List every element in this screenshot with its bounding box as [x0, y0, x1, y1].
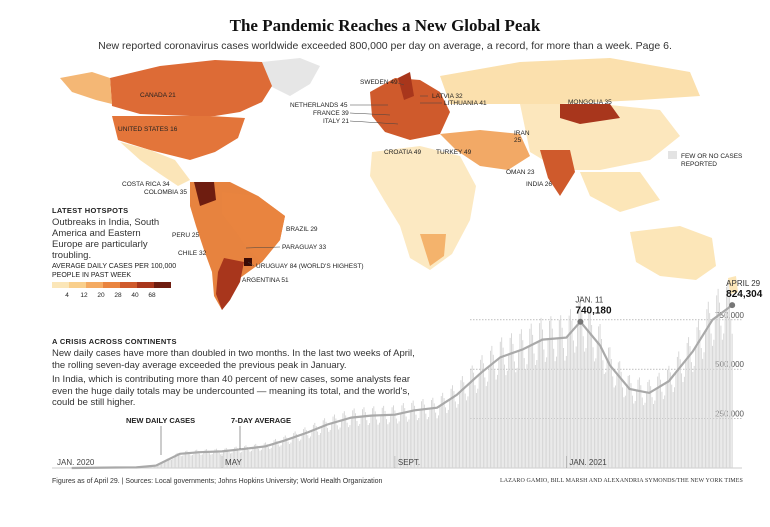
map-usa: [112, 116, 245, 160]
map-africa: [370, 146, 476, 270]
no-data-swatch: [668, 151, 677, 159]
label-iran: IRAN: [514, 130, 530, 137]
label-lithuania: LITHUANIA 41: [444, 100, 487, 107]
no-data-label-1: FEW OR NO CASES: [681, 153, 743, 160]
legend-swatch: [69, 282, 86, 288]
map-alaska: [60, 72, 112, 104]
map-europe: [370, 78, 450, 140]
legend-swatch: [103, 282, 120, 288]
map-canada: [110, 60, 272, 116]
label-croatia: CROATIA 49: [384, 149, 421, 156]
map-sweden: [398, 72, 414, 100]
legend-swatch: [137, 282, 154, 288]
label-chile: CHILE 32: [178, 250, 207, 257]
no-data-label-2: REPORTED: [681, 161, 717, 168]
label-sweden: SWEDEN 49: [360, 79, 398, 86]
y-tick-label: 750,000: [715, 311, 744, 320]
hotspots-text: Outbreaks in India, South America and Ea…: [52, 217, 160, 261]
label-peru: PERU 25: [172, 232, 199, 239]
label-italy: ITALY 21: [323, 118, 349, 125]
map-labels: CANADA 21 UNITED STATES 16 SWEDEN 49 LAT…: [118, 79, 612, 284]
peak-date-label: JAN. 11: [575, 296, 603, 305]
daily-bars: [114, 280, 733, 468]
x-tick-label: MAY: [225, 458, 242, 467]
map-greenland: [262, 58, 320, 96]
map-southeast-asia: [580, 172, 660, 212]
crisis-paragraph-2: In India, which is contributing more tha…: [52, 374, 411, 408]
peak-value-label: 740,180: [575, 306, 612, 317]
map-middle-east: [440, 130, 530, 170]
label-turkey: TURKEY 49: [436, 149, 472, 156]
label-united-states: UNITED STATES 16: [118, 126, 178, 133]
x-tick-label: JAN. 2021: [569, 458, 607, 467]
color-legend: 4 12 20 28 40 68: [52, 282, 171, 299]
label-canada: CANADA 21: [140, 92, 176, 99]
series-label-daily: NEW DAILY CASES: [126, 416, 195, 425]
label-france: FRANCE 39: [313, 110, 349, 117]
legend-swatch: [52, 282, 69, 288]
hotspots-title: LATEST HOTSPOTS: [52, 206, 129, 215]
legend-swatch: [154, 282, 171, 288]
map-australia: [630, 226, 716, 280]
x-tick-label: JAN. 2020: [57, 458, 95, 467]
map-mongolia: [560, 104, 620, 124]
legend-tick: 28: [114, 292, 122, 299]
label-paraguay: PARAGUAY 33: [282, 244, 326, 251]
label-brazil: BRAZIL 29: [286, 226, 318, 233]
chart-area: 250,000500,000750,000 JAN. 2020MAYSEPT.J…: [52, 279, 763, 470]
label-oman: OMAN 23: [506, 169, 535, 176]
label-costa-rica: COSTA RICA 34: [122, 181, 170, 188]
map-argentina: [216, 258, 244, 310]
legend-tick: 12: [80, 292, 88, 299]
peak-marker: [729, 302, 736, 309]
legend-tick: 20: [97, 292, 105, 299]
page-title: The Pandemic Reaches a New Global Peak: [229, 16, 541, 35]
y-tick-label: 500,000: [715, 360, 744, 369]
map-colombia: [194, 182, 216, 206]
label-argentina: ARGENTINA 51: [242, 277, 289, 284]
x-ticks: JAN. 2020 MAY SEPT. JAN. 2021 NEW DAILY CASE…: [57, 416, 607, 468]
legend-tick: 68: [148, 292, 156, 299]
map-africa-south: [420, 234, 446, 266]
peak-marker: [577, 318, 584, 325]
label-latvia: LATVIA 32: [432, 93, 463, 100]
seven-day-average-line: [71, 304, 733, 470]
map-india: [540, 150, 575, 196]
series-label-average: 7-DAY AVERAGE: [231, 416, 291, 425]
map-brazil: [222, 192, 285, 262]
label-uruguay: URUGUAY 84 (WORLD'S HIGHEST): [256, 263, 364, 270]
x-tick-label: SEPT.: [398, 458, 420, 467]
legend-tick: 40: [131, 292, 139, 299]
y-tick-label: 250,000: [715, 410, 744, 419]
map-new-zealand: [728, 276, 738, 294]
legend-title: AVERAGE DAILY CASES PER 100,000 PEOPLE I…: [52, 263, 177, 279]
footer-source: Figures as of April 29. | Sources: Local…: [52, 478, 383, 485]
page-subtitle: New reported coronavirus cases worldwide…: [98, 40, 672, 52]
peak-value-label: 824,304: [726, 289, 763, 300]
legend-swatch: [86, 282, 103, 288]
footer-credit: LAZARO GAMIO, BILL MARSH AND ALEXANDRIA …: [500, 478, 743, 484]
map-russia: [440, 58, 700, 104]
legend-tick: 4: [65, 292, 69, 299]
label-india: INDIA 26: [526, 181, 552, 188]
map-leader-lines: [245, 82, 442, 267]
label-colombia: COLOMBIA 35: [144, 189, 187, 196]
label-mongolia: MONGOLIA 35: [568, 99, 612, 106]
label-iran-value: 25: [514, 137, 522, 144]
legend-swatch: [120, 282, 137, 288]
map-mexico: [120, 142, 190, 186]
world-map: [60, 58, 738, 310]
label-netherlands: NETHERLANDS 45: [290, 102, 348, 109]
crisis-paragraph-1: New daily cases have more than doubled i…: [52, 348, 415, 371]
crisis-title: A CRISIS ACROSS CONTINENTS: [52, 337, 177, 346]
peak-date-label: APRIL 29: [726, 279, 760, 288]
